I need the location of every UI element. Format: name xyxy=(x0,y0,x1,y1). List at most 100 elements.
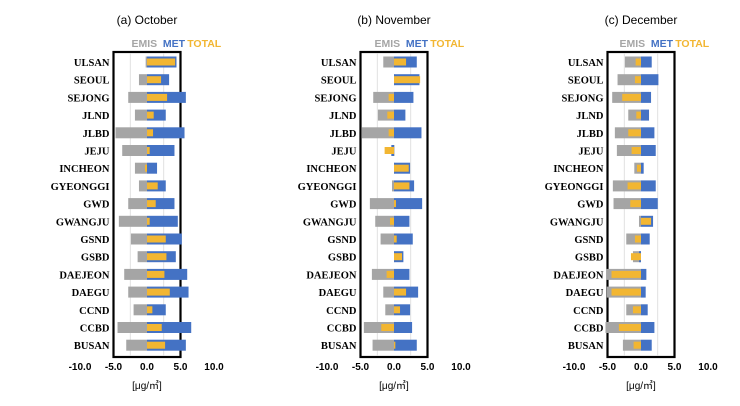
x-tick-label: -10.0 xyxy=(316,362,339,373)
bar-emis xyxy=(145,56,147,68)
legend-emis: EMIS xyxy=(132,38,158,50)
x-tick-label: 10.0 xyxy=(698,362,718,373)
bar-total xyxy=(394,182,410,190)
bar-emis xyxy=(118,215,147,227)
category-label: INCHEON xyxy=(59,164,110,175)
bar-met xyxy=(641,233,650,245)
bar-total xyxy=(147,235,166,243)
bar-met xyxy=(394,91,414,103)
bar-total xyxy=(147,341,166,349)
category-label: JEJU xyxy=(84,147,110,158)
x-axis-label: [μg/㎥] xyxy=(626,379,656,392)
chart-title: (a) October xyxy=(117,13,178,27)
bar-emis xyxy=(117,322,147,333)
bar-total xyxy=(633,341,641,349)
bar-met xyxy=(147,127,185,139)
bar-met xyxy=(147,145,175,156)
bar-met xyxy=(394,109,406,121)
bar-emis xyxy=(372,339,394,351)
x-tick-label: 0.0 xyxy=(387,362,401,373)
bar-total xyxy=(394,235,397,243)
category-label: GWD xyxy=(83,200,110,211)
bar-emis xyxy=(138,74,147,86)
x-tick-label: 5.0 xyxy=(421,362,435,373)
bar-met xyxy=(641,127,655,139)
plot-frame xyxy=(112,50,182,359)
bar-emis xyxy=(375,215,394,227)
bar-emis xyxy=(394,145,395,156)
bar-met xyxy=(641,109,650,121)
x-tick-label: 0.0 xyxy=(634,362,648,373)
bar-total xyxy=(147,306,153,314)
bar-met xyxy=(147,339,186,351)
bar-total xyxy=(147,200,156,208)
bar-total xyxy=(147,182,158,190)
bar-total xyxy=(394,341,396,349)
bar-total xyxy=(627,182,641,190)
bar-emis xyxy=(377,109,394,121)
category-label: CCND xyxy=(573,306,604,317)
x-axis-label: [μg/㎥] xyxy=(379,379,409,392)
legend-total: TOTAL xyxy=(430,38,465,50)
bar-total xyxy=(630,200,641,208)
bar-emis xyxy=(383,56,394,68)
bar-emis xyxy=(383,286,394,298)
x-tick-label: -10.0 xyxy=(69,362,92,373)
bar-met xyxy=(147,304,166,316)
bar-total xyxy=(622,93,641,101)
category-label: CCBD xyxy=(574,324,604,335)
bar-total xyxy=(389,217,394,225)
bar-total xyxy=(381,324,394,331)
category-label: JLBD xyxy=(330,129,357,140)
bar-met xyxy=(641,145,656,156)
category-label: DAEGU xyxy=(566,288,604,299)
bar-met xyxy=(641,322,655,333)
category-label: GSBD xyxy=(328,253,357,264)
bar-emis xyxy=(612,180,641,192)
x-tick-label: 5.0 xyxy=(174,362,188,373)
category-label: SEJONG xyxy=(561,93,603,104)
category-label: GWD xyxy=(577,200,604,211)
bar-emis xyxy=(126,339,147,351)
category-label: GWANGJU xyxy=(550,217,604,228)
category-label: JEJU xyxy=(331,147,357,158)
category-label: GWD xyxy=(330,200,357,211)
category-label: DAEGU xyxy=(72,288,110,299)
chart-title: (b) November xyxy=(357,13,430,27)
bar-total xyxy=(634,235,641,243)
bar-emis xyxy=(369,198,394,210)
bar-total xyxy=(388,129,394,137)
bar-total xyxy=(635,58,641,66)
bar-total xyxy=(641,217,652,225)
bar-total xyxy=(147,253,167,261)
bar-met xyxy=(641,56,652,68)
bar-met xyxy=(394,322,413,333)
bar-emis xyxy=(613,198,641,210)
category-label: CCBD xyxy=(80,324,110,335)
category-label: GSND xyxy=(327,235,357,246)
legend-met: MET xyxy=(406,38,429,50)
bar-met xyxy=(394,304,411,316)
category-label: ULSAN xyxy=(568,58,604,69)
category-label: INCHEON xyxy=(553,164,604,175)
x-tick-label: -5.0 xyxy=(599,362,617,373)
bar-emis xyxy=(371,268,394,280)
bar-emis xyxy=(614,127,641,139)
bar-emis xyxy=(638,215,641,227)
bar-emis xyxy=(385,304,394,316)
category-label: DAEGU xyxy=(319,288,357,299)
category-label: GYEONGGI xyxy=(545,182,604,193)
category-label: DAEJEON xyxy=(59,270,110,281)
bar-emis xyxy=(130,233,147,245)
category-label: JLND xyxy=(82,111,110,122)
bar-met xyxy=(641,268,647,280)
bar-total xyxy=(386,270,394,278)
category-label: SEOUL xyxy=(321,76,357,87)
bar-emis xyxy=(624,56,641,68)
legend-total: TOTAL xyxy=(675,38,710,50)
bar-met xyxy=(147,215,178,227)
bar-emis xyxy=(361,127,394,139)
category-label: ULSAN xyxy=(74,58,110,69)
category-label: SEOUL xyxy=(74,76,110,87)
